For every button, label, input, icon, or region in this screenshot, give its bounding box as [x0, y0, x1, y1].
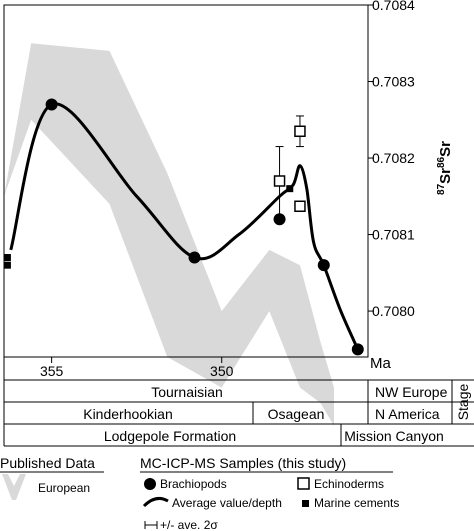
cement-marker-icon: [302, 500, 309, 507]
stage-row-label: Stage: [455, 383, 471, 420]
y-tick-label: 0.7084: [372, 0, 415, 13]
plot-area: [3, 4, 369, 426]
cement-point: [3, 254, 11, 262]
y-tick-layer: 0.7084 0.7083 0.7082 0.7081 0.7080: [368, 0, 415, 319]
legend-cements: Marine cements: [314, 496, 399, 510]
stage-table: Tournaisian NW Europe Kinderhookian Osag…: [3, 357, 474, 447]
echinoderm-marker-icon: [297, 477, 310, 490]
stage-nw-europe: NW Europe: [375, 384, 448, 400]
y-tick-label: 0.7080: [372, 303, 415, 319]
y-tick-label: 0.7083: [372, 74, 415, 90]
x-tick-layer: 355 350: [40, 357, 234, 379]
legend-errorbar: +/- ave. 2σ: [160, 518, 218, 531]
x-tick-label: 350: [210, 363, 234, 379]
plot-frame: [3, 4, 369, 358]
cement-point: [3, 261, 11, 269]
brachiopod-point: [188, 251, 201, 264]
cement-point: [286, 185, 294, 193]
brachiopod-point: [317, 259, 330, 272]
european-swatch-icon: [2, 474, 26, 500]
stage-n-america: N America: [375, 406, 440, 422]
formation-mission-canyon: Mission Canyon: [344, 428, 444, 444]
stage-osagean: Osagean: [268, 406, 325, 422]
legend-brachiopods: Brachiopods: [160, 477, 227, 491]
legend: Published Data European MC-ICP-MS Sample…: [0, 455, 399, 531]
svg-text:87Sr86Sr: 87Sr86Sr: [436, 141, 454, 195]
brachiopod-point: [273, 213, 286, 226]
echinoderm-point: [294, 200, 306, 213]
average-line-icon: [142, 496, 169, 508]
errorbar-icon: [144, 521, 158, 529]
legend-european: European: [38, 481, 90, 495]
legend-echinoderms: Echinoderms: [314, 477, 384, 491]
brachiopod-marker-icon: [144, 478, 156, 490]
echinoderm-point: [273, 175, 286, 187]
stage-kinderhookian: Kinderhookian: [83, 406, 173, 422]
brachiopod-point: [45, 98, 58, 111]
points-layer: [3, 98, 364, 356]
formation-lodgepole: Lodgepole Formation: [104, 428, 236, 444]
y-tick-label: 0.7082: [372, 150, 415, 166]
x-tick-label: 355: [40, 363, 64, 379]
stage-tournaisian: Tournaisian: [151, 384, 223, 400]
legend-average: Average value/depth: [172, 496, 282, 510]
legend-mc-title: MC-ICP-MS Samples (this study): [140, 455, 346, 471]
y-tick-label: 0.7081: [372, 227, 415, 243]
legend-published-title: Published Data: [0, 455, 95, 471]
y-axis-label: 87Sr86Sr: [436, 141, 454, 195]
echinoderm-point: [294, 125, 306, 138]
x-axis-label: Ma: [370, 355, 391, 372]
brachiopod-point: [351, 343, 364, 356]
